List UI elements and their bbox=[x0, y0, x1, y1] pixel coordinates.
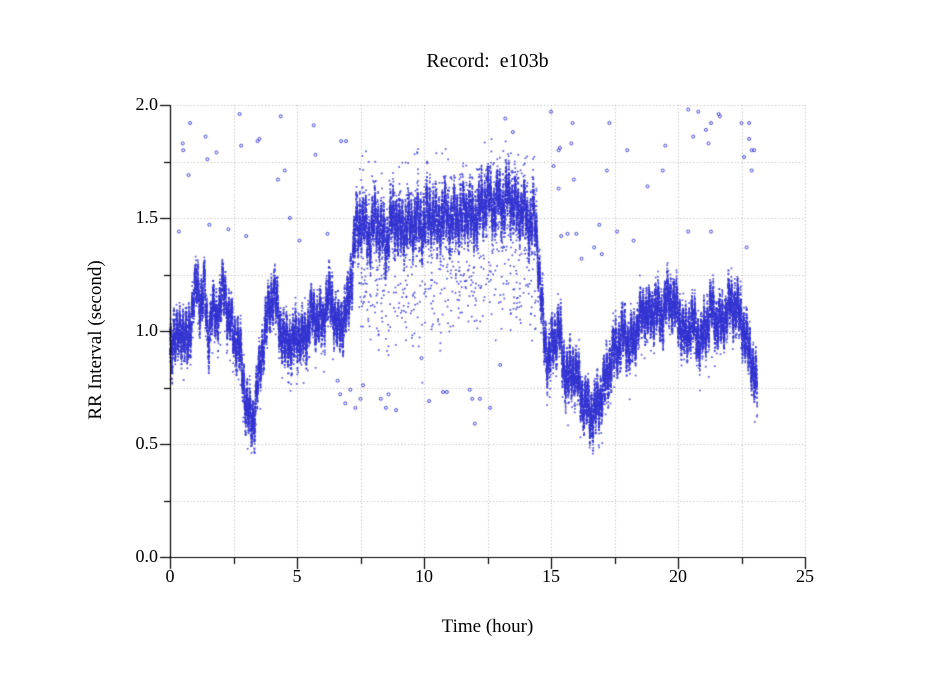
chart-title: Record: e103b bbox=[426, 50, 549, 72]
x-tick-label: 25 bbox=[796, 566, 814, 586]
x-axis-title: Time (hour) bbox=[441, 616, 534, 637]
y-tick-label: 1.5 bbox=[135, 207, 159, 227]
x-tick-label: 0 bbox=[165, 566, 175, 586]
y-tick-label: 0.0 bbox=[135, 546, 159, 566]
x-tick-label: 15 bbox=[542, 566, 560, 586]
x-tick-label: 10 bbox=[415, 566, 433, 586]
x-tick-label: 20 bbox=[669, 566, 687, 586]
y-tick-label: 2.0 bbox=[135, 94, 159, 114]
y-tick-label: 1.0 bbox=[135, 320, 159, 340]
x-tick-label: 5 bbox=[292, 566, 302, 586]
y-tick-label: 0.5 bbox=[135, 433, 159, 453]
